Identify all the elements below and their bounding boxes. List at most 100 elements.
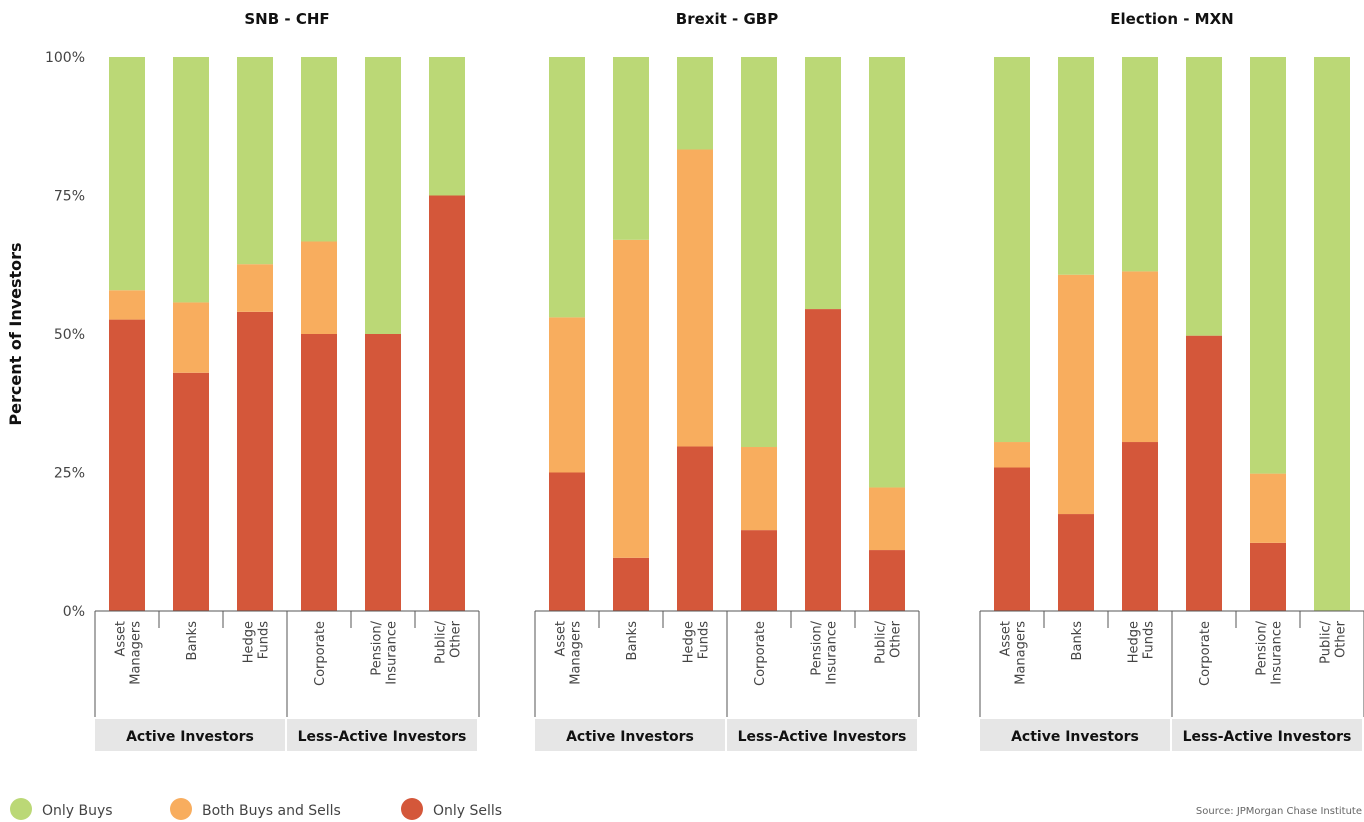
legend-swatch xyxy=(10,798,32,820)
bar-segment xyxy=(1122,57,1158,272)
group-band xyxy=(1172,719,1362,751)
bar-segment xyxy=(741,57,777,448)
panel-3: Election - MXN AssetManagers Banks HedgeFun… xyxy=(979,10,1364,751)
bar-segment xyxy=(237,57,273,265)
bar-segment xyxy=(613,239,649,558)
source-note: Source: JPMorgan Chase Institute xyxy=(1196,806,1362,817)
bar-segment xyxy=(613,557,649,611)
bar-segment xyxy=(173,57,209,303)
legend-swatch xyxy=(401,798,423,820)
bar-segment xyxy=(994,57,1030,443)
bar-segment xyxy=(869,487,905,551)
category-label: AssetManagers xyxy=(554,621,584,685)
bar-segment xyxy=(237,264,273,312)
group-label: Active Investors xyxy=(1011,729,1139,745)
legend-label: Only Buys xyxy=(42,803,113,819)
bar-segment xyxy=(805,57,841,310)
bar-segment xyxy=(741,530,777,611)
chart-panels: SNB - CHF AssetManagers Banks HedgeFunds Cor… xyxy=(94,10,1364,751)
bar-segment xyxy=(677,446,713,611)
bar-segment xyxy=(1250,473,1286,543)
bar-segment xyxy=(301,241,337,334)
category-label: Pension/Insurance xyxy=(1255,620,1285,684)
bar-segment xyxy=(994,467,1030,611)
bar-segment xyxy=(1314,57,1350,611)
category-label: HedgeFunds xyxy=(682,621,712,663)
bar-segment xyxy=(301,334,337,611)
group-band xyxy=(535,719,725,751)
bar-segment xyxy=(1122,442,1158,611)
category-label: HedgeFunds xyxy=(1127,621,1157,663)
bar-segment xyxy=(1250,57,1286,474)
bar-segment xyxy=(1186,335,1222,611)
category-label: Corporate xyxy=(313,621,328,686)
bar-segment xyxy=(869,57,905,488)
bar-segment xyxy=(805,309,841,611)
bar-segment xyxy=(677,57,713,150)
category-label: Banks xyxy=(185,621,200,661)
category-label: Corporate xyxy=(1198,621,1213,686)
bar-segment xyxy=(109,290,145,320)
panel-title: SNB - CHF xyxy=(244,10,329,28)
group-label: Active Investors xyxy=(126,729,254,745)
group-label: Less-Active Investors xyxy=(738,729,907,745)
category-label: AssetManagers xyxy=(114,621,144,685)
category-label: Pension/Insurance xyxy=(370,620,400,684)
category-label: AssetManagers xyxy=(999,621,1029,685)
bar-segment xyxy=(741,447,777,531)
group-band xyxy=(287,719,477,751)
legend-label: Only Sells xyxy=(433,803,502,819)
group-label: Less-Active Investors xyxy=(1183,729,1352,745)
category-label: Public/Other xyxy=(1319,620,1349,664)
bar-segment xyxy=(549,317,585,473)
group-band xyxy=(727,719,917,751)
category-label: Banks xyxy=(1070,621,1085,661)
bar-segment xyxy=(1058,514,1094,611)
legend-swatch xyxy=(170,798,192,820)
bar-segment xyxy=(549,472,585,611)
y-tick-label: 50% xyxy=(54,327,85,343)
group-band xyxy=(980,719,1170,751)
legend-item: Only Buys xyxy=(10,798,113,820)
category-label: Corporate xyxy=(753,621,768,686)
group-label: Active Investors xyxy=(566,729,694,745)
category-label: Public/Other xyxy=(874,620,904,664)
y-axis: 0% 25% 50% 75% 100% Percent of Investors xyxy=(6,50,85,620)
category-label: HedgeFunds xyxy=(242,621,272,663)
category-label: Public/Other xyxy=(434,620,464,664)
bar-segment xyxy=(994,442,1030,468)
bar-segment xyxy=(1250,542,1286,611)
bar-segment xyxy=(1122,271,1158,443)
panel-1: SNB - CHF AssetManagers Banks HedgeFunds Cor… xyxy=(94,10,480,751)
category-label: Pension/Insurance xyxy=(810,620,840,684)
panel-title: Election - MXN xyxy=(1110,10,1233,28)
bar-segment xyxy=(677,149,713,447)
bar-segment xyxy=(549,57,585,318)
bar-segment xyxy=(869,550,905,611)
bar-segment xyxy=(365,57,401,334)
bar-segment xyxy=(429,57,465,196)
category-label: Banks xyxy=(625,621,640,661)
y-tick-label: 25% xyxy=(54,466,85,482)
bar-segment xyxy=(109,57,145,291)
group-label: Less-Active Investors xyxy=(298,729,467,745)
bar-segment xyxy=(429,195,465,611)
bar-segment xyxy=(613,57,649,240)
y-tick-label: 0% xyxy=(63,604,85,620)
group-band xyxy=(95,719,285,751)
bar-segment xyxy=(301,57,337,242)
panel-title: Brexit - GBP xyxy=(676,10,778,28)
bar-segment xyxy=(365,334,401,611)
legend: Only Buys Both Buys and Sells Only Sells xyxy=(10,798,502,820)
y-tick-label: 100% xyxy=(45,50,85,66)
bar-segment xyxy=(1058,57,1094,275)
bar-segment xyxy=(237,311,273,611)
legend-item: Only Sells xyxy=(401,798,502,820)
bar-segment xyxy=(1186,57,1222,336)
panel-2: Brexit - GBP AssetManagers Banks HedgeFunds… xyxy=(534,10,920,751)
y-tick-label: 75% xyxy=(54,189,85,205)
legend-item: Both Buys and Sells xyxy=(170,798,341,820)
y-axis-label: Percent of Investors xyxy=(6,242,25,425)
bar-segment xyxy=(1058,274,1094,515)
